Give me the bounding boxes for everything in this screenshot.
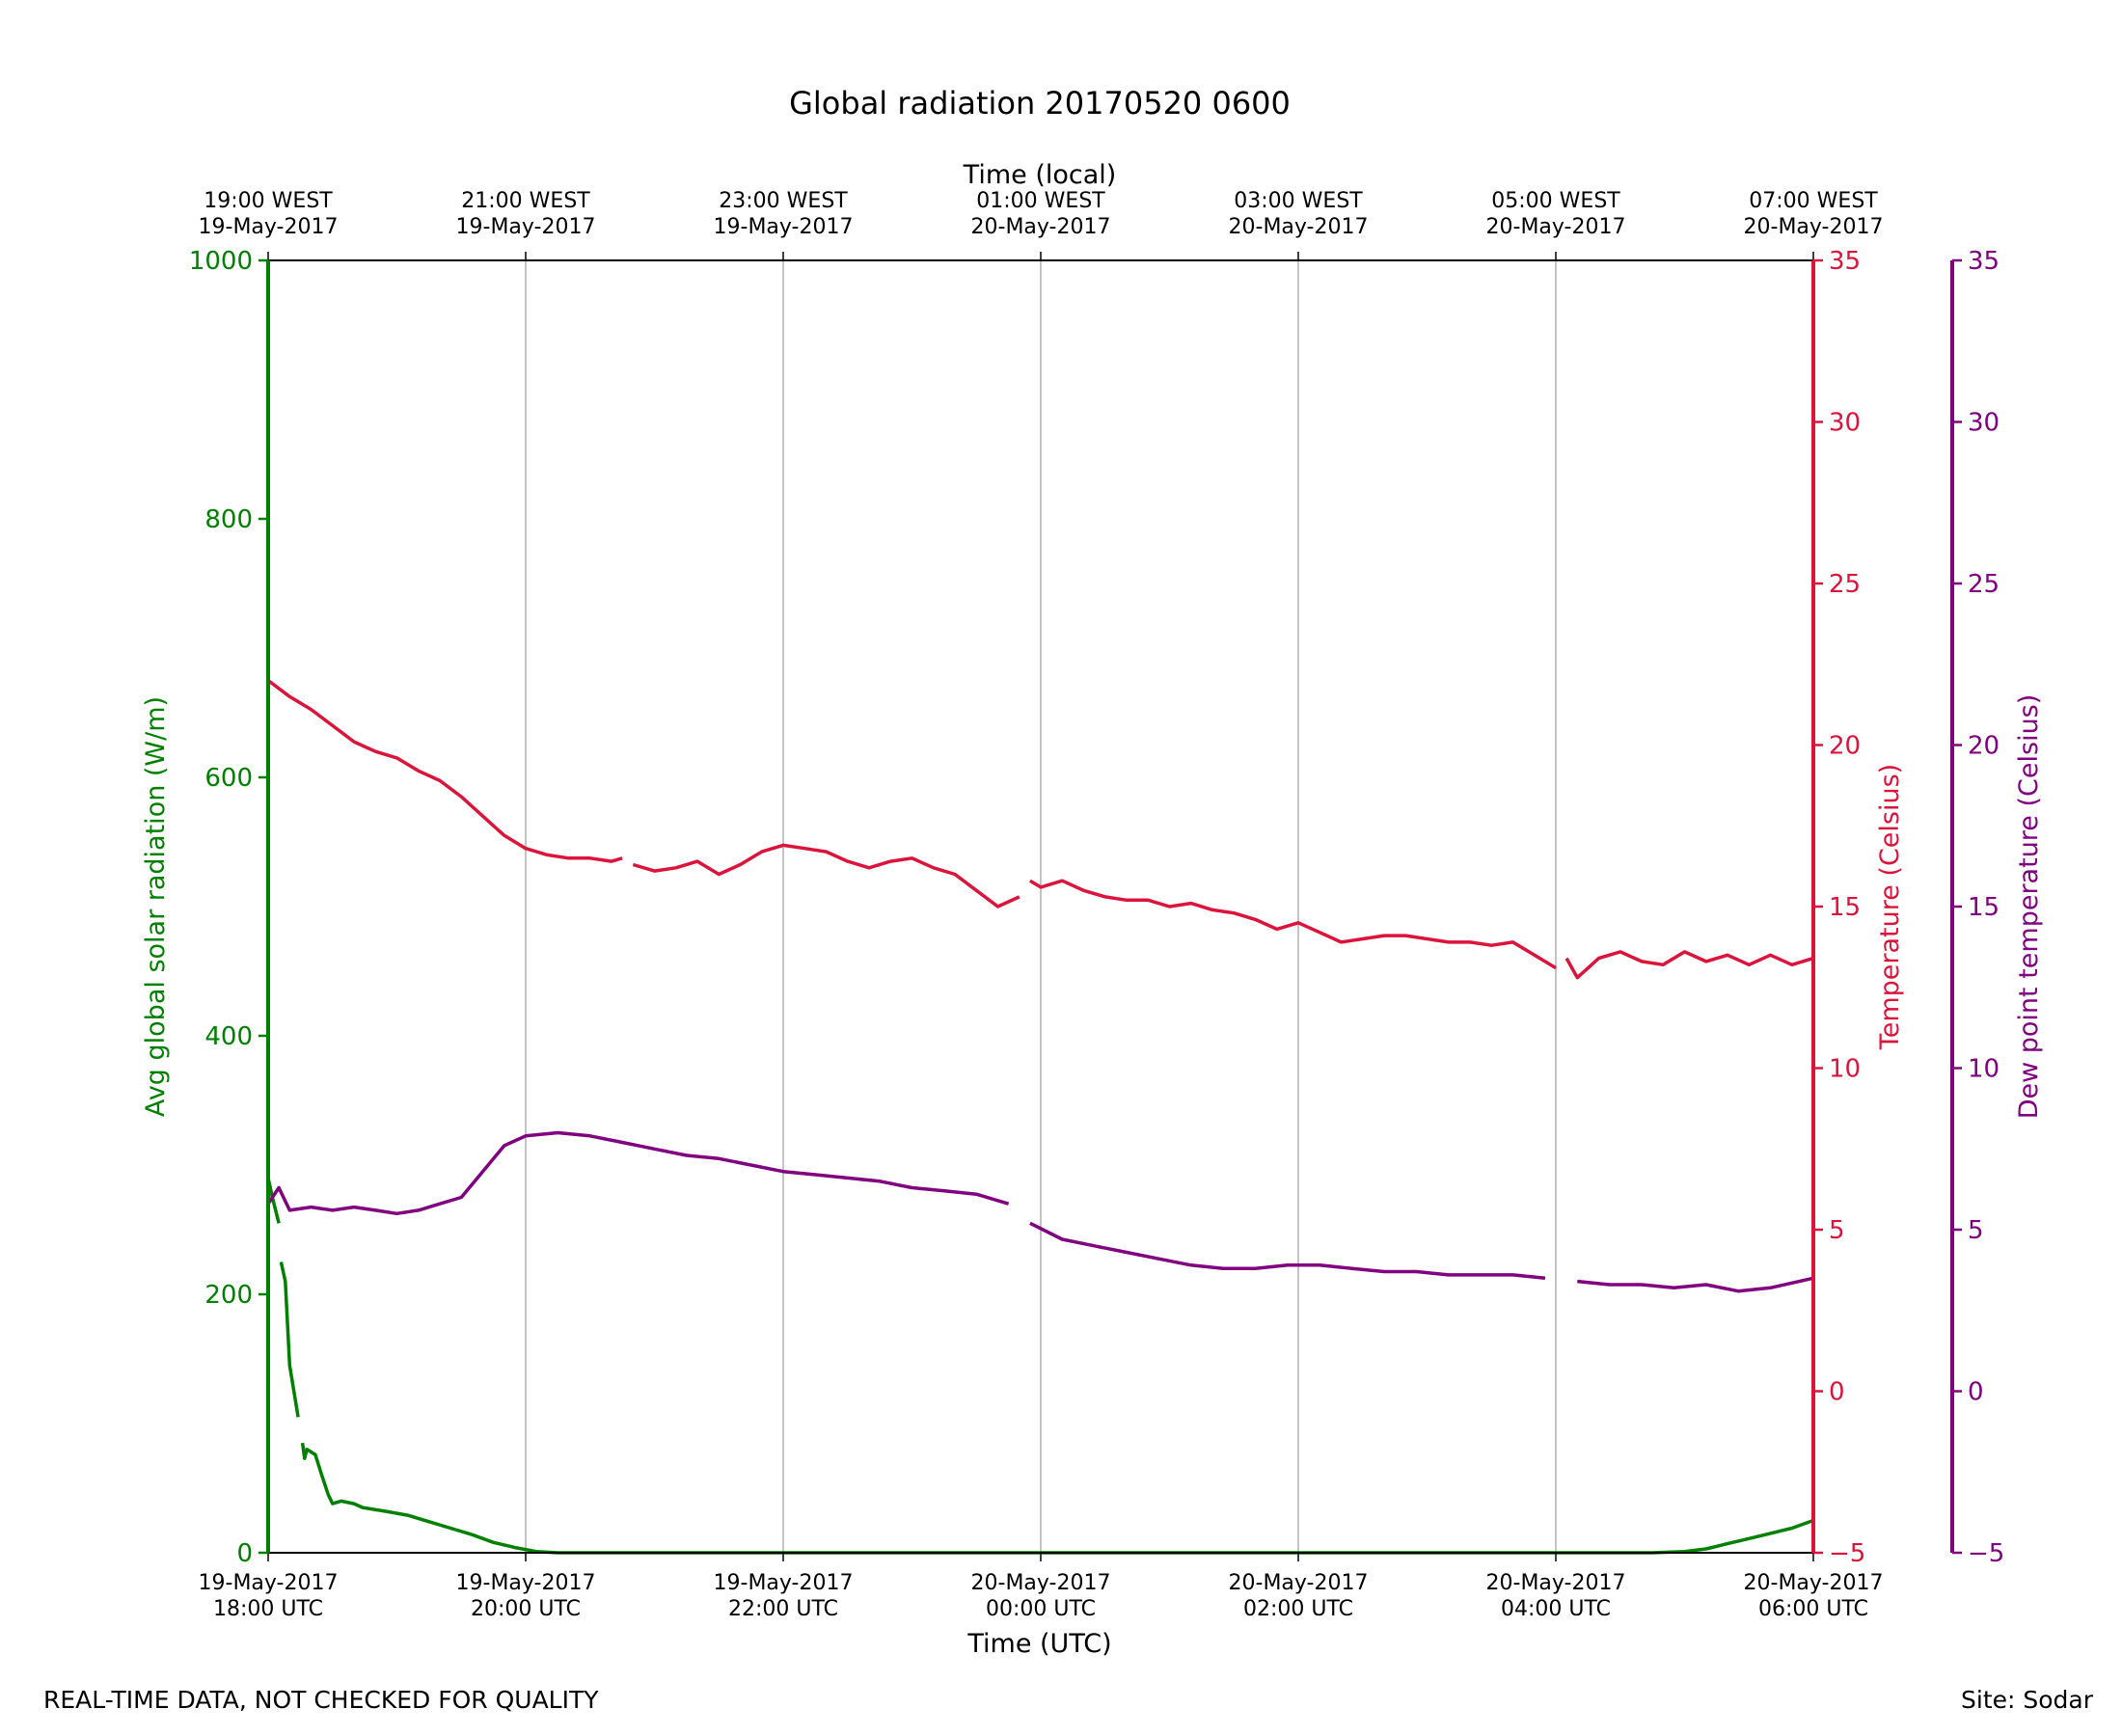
y-tick-label-temperature: 10 — [1829, 1055, 1861, 1084]
x-top-tick-label: 20-May-2017 — [971, 215, 1111, 239]
x-tick-label: 19-May-2017 — [199, 1571, 339, 1595]
x-tick-label: 19-May-2017 — [456, 1571, 596, 1595]
y-tick-label-dewpoint: 35 — [1968, 247, 2000, 276]
x-tick-label: 00:00 UTC — [986, 1597, 1096, 1621]
x-top-tick-label: 23:00 WEST — [719, 189, 848, 213]
y-tick-label-temperature: 0 — [1829, 1378, 1845, 1407]
x-top-tick-label: 21:00 WEST — [461, 189, 590, 213]
y-tick-label-dewpoint: 30 — [1968, 409, 2000, 438]
y-tick-label-radiation: 200 — [204, 1281, 253, 1310]
site-label: Site: Sodar — [1961, 1686, 2093, 1714]
x-top-tick-label: 19:00 WEST — [204, 189, 333, 213]
x-top-tick-label: 20-May-2017 — [1229, 215, 1369, 239]
x-top-tick-label: 19-May-2017 — [714, 215, 854, 239]
x-tick-label: 20-May-2017 — [1486, 1571, 1626, 1595]
y-tick-label-dewpoint: −5 — [1968, 1539, 2004, 1568]
y-tick-label-temperature: −5 — [1829, 1539, 1865, 1568]
y-tick-label-radiation: 1000 — [189, 247, 253, 276]
x-top-tick-label: 07:00 WEST — [1749, 189, 1878, 213]
y-axis-label-radiation: Avg global solar radiation (W/m) — [141, 696, 171, 1117]
y-tick-label-dewpoint: 10 — [1968, 1055, 2000, 1084]
x-tick-label: 22:00 UTC — [728, 1597, 838, 1621]
x-top-tick-label: 01:00 WEST — [976, 189, 1105, 213]
y-tick-label-temperature: 35 — [1829, 247, 1861, 276]
quality-note: REAL-TIME DATA, NOT CHECKED FOR QUALITY — [43, 1686, 599, 1714]
y-tick-label-temperature: 15 — [1829, 893, 1861, 922]
y-tick-label-temperature: 30 — [1829, 409, 1861, 438]
y-tick-label-radiation: 400 — [204, 1022, 253, 1051]
x-top-tick-label: 19-May-2017 — [199, 215, 339, 239]
y-tick-label-dewpoint: 15 — [1968, 893, 2000, 922]
chart-title: Global radiation 20170520 0600 — [789, 85, 1291, 122]
x-tick-label: 19-May-2017 — [714, 1571, 854, 1595]
series-line-temperature — [266, 679, 1814, 980]
series-line-dewpoint — [266, 1130, 1814, 1293]
y-tick-label-temperature: 5 — [1829, 1216, 1845, 1245]
bottom-axis-label: Time (UTC) — [966, 1629, 1111, 1659]
y-tick-label-radiation: 0 — [236, 1539, 253, 1568]
x-top-tick-label: 03:00 WEST — [1234, 189, 1363, 213]
y-tick-label-radiation: 600 — [204, 764, 253, 793]
x-tick-label: 20:00 UTC — [471, 1597, 581, 1621]
y-tick-label-dewpoint: 25 — [1968, 570, 2000, 599]
y-tick-label-dewpoint: 5 — [1968, 1216, 1984, 1245]
x-tick-label: 20-May-2017 — [1744, 1571, 1884, 1595]
y-axis-label-temperature: Temperature (Celsius) — [1875, 764, 1905, 1050]
x-top-tick-label: 19-May-2017 — [456, 215, 596, 239]
x-tick-label: 06:00 UTC — [1758, 1597, 1868, 1621]
x-tick-label: 02:00 UTC — [1243, 1597, 1353, 1621]
x-top-tick-label: 20-May-2017 — [1744, 215, 1884, 239]
x-top-tick-label: 20-May-2017 — [1486, 215, 1626, 239]
x-tick-label: 20-May-2017 — [1229, 1571, 1369, 1595]
x-top-tick-label: 05:00 WEST — [1491, 189, 1620, 213]
y-tick-label-temperature: 25 — [1829, 570, 1861, 599]
y-tick-label-temperature: 20 — [1829, 732, 1861, 761]
x-tick-label: 20-May-2017 — [971, 1571, 1111, 1595]
y-axis-label-dewpoint: Dew point temperature (Celsius) — [2014, 694, 2044, 1120]
x-tick-label: 18:00 UTC — [213, 1597, 323, 1621]
grid-layer — [525, 260, 1557, 1553]
y-tick-label-dewpoint: 0 — [1968, 1378, 1984, 1407]
top-axis-label: Time (local) — [963, 160, 1117, 190]
y-tick-label-dewpoint: 20 — [1968, 732, 2000, 761]
y-tick-label-radiation: 800 — [204, 505, 253, 534]
x-tick-label: 04:00 UTC — [1501, 1597, 1611, 1621]
